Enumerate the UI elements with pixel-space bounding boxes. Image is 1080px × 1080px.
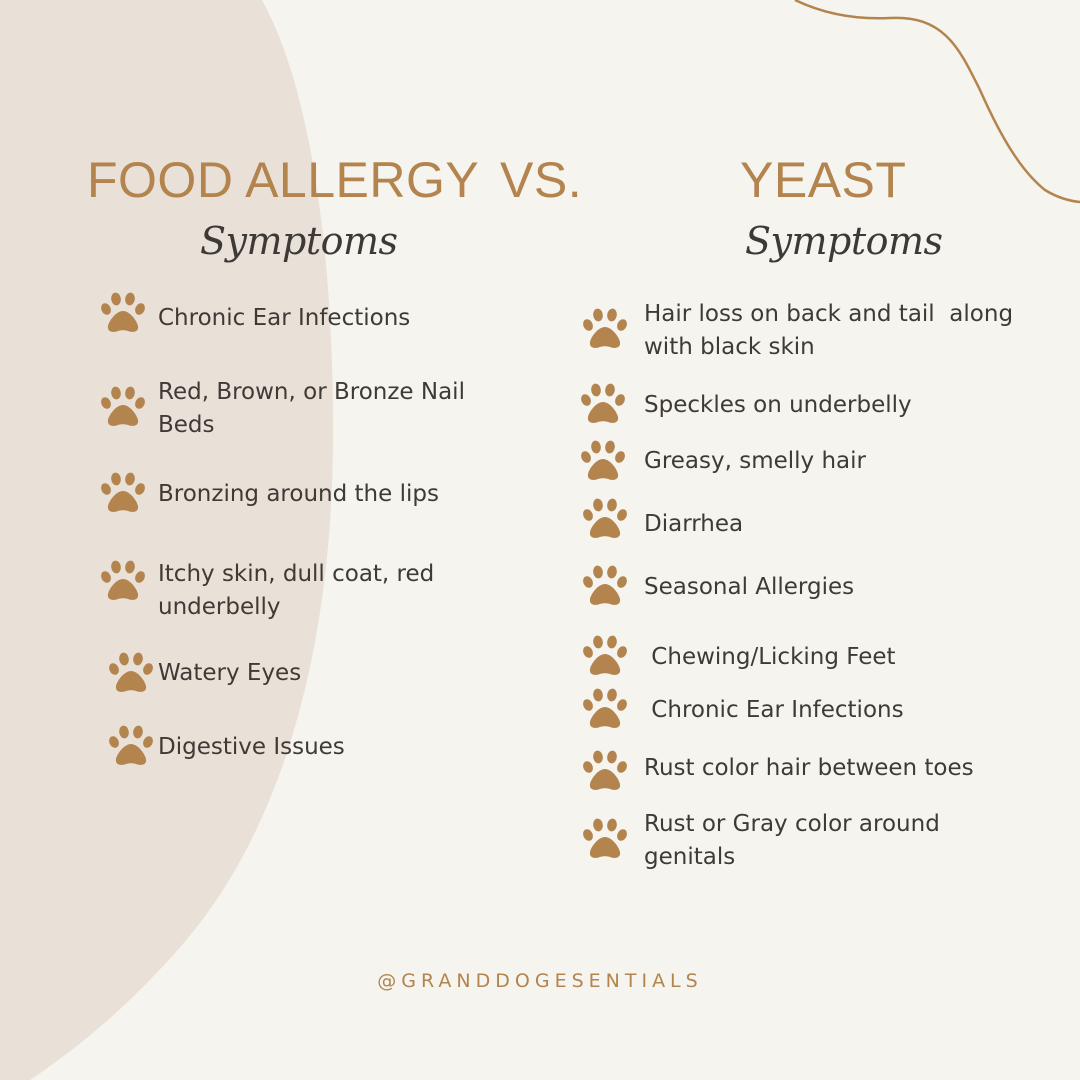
instagram-handle: @GRANDDOGESENTIALS: [377, 970, 703, 992]
paw-icon: [580, 440, 626, 482]
food-allergy-symptom-text: Chronic Ear Infections: [158, 302, 410, 335]
paw-icon: [582, 688, 628, 730]
symptom-line: with black skin: [644, 334, 815, 360]
paw-icon: [100, 386, 146, 428]
paw-icon: [582, 308, 628, 350]
symptom-line: Hair loss on back and tail along: [644, 301, 1014, 327]
symptom-line: Chronic Ear Infections: [158, 305, 411, 331]
symptom-line: Watery Eyes: [158, 660, 302, 686]
symptom-line: Bronzing around the lips: [158, 481, 439, 507]
symptom-line: Rust color hair between toes: [644, 755, 974, 781]
symptom-line: Diarrhea: [644, 511, 744, 537]
symptom-line: Greasy, smelly hair: [644, 448, 866, 474]
background-blob: [0, 0, 334, 1080]
paw-icon: [580, 383, 626, 425]
symptom-line: genitals: [644, 844, 736, 870]
paw-icon: [582, 750, 628, 792]
yeast-symptom-text: Speckles on underbelly: [644, 389, 912, 422]
food-allergy-title: FOOD ALLERGY: [87, 152, 480, 208]
paw-icon: [108, 725, 154, 767]
yeast-symptom-text: Chewing/Licking Feet: [644, 641, 896, 674]
yeast-symptom-text: Seasonal Allergies: [644, 571, 854, 604]
yeast-symptom-text: Hair loss on back and tail along with bla…: [644, 298, 1013, 364]
yeast-symptom-text: Rust or Gray color around genitals: [644, 808, 940, 874]
food-allergy-symptom-text: Digestive Issues: [158, 731, 345, 764]
yeast-title: YEAST: [740, 152, 907, 208]
symptom-line: Seasonal Allergies: [644, 574, 855, 600]
symptom-line: Chronic Ear Infections: [644, 697, 904, 723]
food-allergy-symptom-text: Bronzing around the lips: [158, 478, 439, 511]
paw-icon: [582, 818, 628, 860]
symptom-line: Digestive Issues: [158, 734, 345, 760]
yeast-symptom-text: Rust color hair between toes: [644, 752, 974, 785]
paw-icon: [582, 635, 628, 677]
yeast-subtitle: Symptoms: [745, 219, 943, 263]
symptom-line: Itchy skin, dull coat, red: [158, 561, 435, 587]
yeast-symptom-text: Chronic Ear Infections: [644, 694, 904, 727]
food-allergy-symptom-text: Watery Eyes: [158, 657, 301, 690]
versus-label: VS.: [500, 152, 583, 208]
food-allergy-subtitle: Symptoms: [200, 219, 398, 263]
yeast-symptom-text: Diarrhea: [644, 508, 743, 541]
symptom-line: Beds: [158, 412, 215, 438]
decorative-curve-line: [794, 0, 1080, 204]
paw-icon: [582, 565, 628, 607]
symptom-line: Chewing/Licking Feet: [644, 644, 896, 670]
yeast-symptom-text: Greasy, smelly hair: [644, 445, 866, 478]
symptom-line: Red, Brown, or Bronze Nail: [158, 379, 465, 405]
food-allergy-symptom-text: Itchy skin, dull coat, red underbelly: [158, 558, 434, 624]
symptom-line: Speckles on underbelly: [644, 392, 912, 418]
paw-icon: [100, 560, 146, 602]
food-allergy-symptom-text: Red, Brown, or Bronze Nail Beds: [158, 376, 465, 442]
paw-icon: [100, 472, 146, 514]
symptom-line: underbelly: [158, 594, 281, 620]
symptom-line: Rust or Gray color around: [644, 811, 940, 837]
paw-icon: [108, 652, 154, 694]
paw-icon: [582, 498, 628, 540]
paw-icon: [100, 292, 146, 334]
